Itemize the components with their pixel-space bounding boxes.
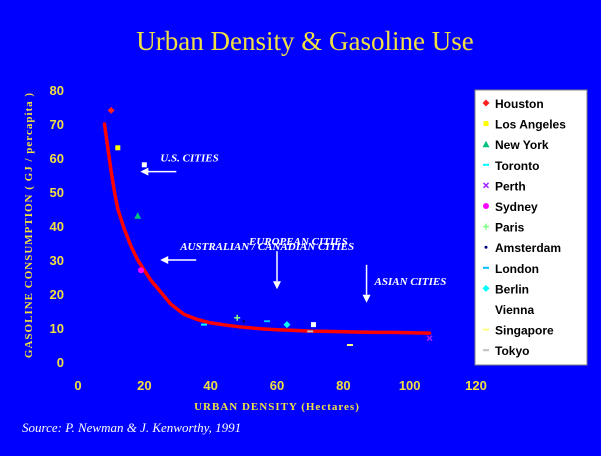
legend-marker-berlin [482,284,490,292]
data-point-los-angeles [115,145,121,151]
y-tick-label: 50 [50,185,64,200]
x-axis-label: URBAN DENSITY (Hectares) [194,401,360,413]
annotation-arrowhead [362,294,371,303]
data-point-new-york [134,212,142,219]
legend-label-new-york: New York [495,138,549,152]
legend-label-perth: Perth [495,179,526,193]
annotation-arrowhead [160,256,169,264]
y-tick-label: 20 [50,287,64,302]
data-point-perth [426,335,433,342]
x-tick-label: 20 [137,378,151,393]
legend-label-amsterdam: Amsterdam [495,241,561,255]
x-tick-label: 0 [74,378,81,393]
legend-label-vienna: Vienna [495,303,534,317]
annotation-label: EUROPEAN CITIES [248,236,348,248]
legend-label-paris: Paris [495,221,525,235]
plot-area: 0 10 20 30 40 50 60 70 80 0 20 40 60 80 100 120 U.S. CIT… [50,83,487,393]
y-tick-label: 30 [50,253,64,268]
legend-marker-singapore [483,328,489,331]
y-tick-label: 70 [50,117,64,132]
annotation-label: AUSTRALIAN / CANADIAN CITIES [179,241,354,253]
legend-marker-new-york [482,140,490,148]
y-tick-label: 0 [57,355,64,370]
data-point-houston [107,106,115,114]
legend-marker-vienna [483,306,489,312]
legend-marker-toronto [483,163,489,166]
data-point-sydney [138,267,145,274]
data-point-paris [234,314,241,321]
x-tick-label: 80 [336,378,350,393]
annotation-label: ASIAN CITIES [374,276,447,288]
x-tick-label: 120 [465,378,487,393]
legend-marker-los-angeles [483,121,489,127]
legend-label-tokyo: Tokyo [495,344,529,358]
annotation-label: U.S. CITIES [160,153,218,165]
data-point-tokyo [307,330,314,333]
legend-marker-tokyo [483,349,489,352]
y-tick-label: 40 [50,219,64,234]
x-tick-label: 100 [399,378,421,393]
legend: Houston Los Angeles New York Toronto Perth Sy… [474,89,588,366]
annotation-arrowhead [273,281,281,290]
legend-label-london: London [495,262,539,276]
data-point-toronto [201,323,208,326]
legend-marker-london [483,266,489,269]
marker-stroke [426,335,433,342]
legend-label-sydney: Sydney [495,200,538,214]
legend-label-singapore: Singapore [495,324,554,338]
data-point-london [264,320,271,323]
legend-marker-amsterdam [484,245,488,249]
x-tick-label: 40 [203,378,217,393]
y-tick-label: 60 [50,151,64,166]
legend-label-berlin: Berlin [495,282,529,296]
legend-marker-perth [482,182,490,189]
data-point-singapore [346,344,353,346]
legend-label-houston: Houston [495,97,544,111]
legend-marker-paris [483,223,489,230]
x-tick-label: 60 [270,378,284,393]
legend-box [474,89,588,366]
source-note: Source: P. Newman & J. Kenworthy, 1991 [22,420,241,435]
y-axis-label: GASOLINE CONSUMPTION ( GJ / percapita ) [23,92,35,358]
data-point-vienna [310,322,316,328]
legend-marker-sydney [483,203,489,209]
chart-title: Urban Density & Gasoline Use [136,26,473,56]
annotation-arrowhead [140,167,149,176]
legend-marker-houston [482,99,490,107]
data-point-us-cities [141,162,147,168]
legend-label-toronto: Toronto [495,159,539,173]
y-tick-label: 80 [50,83,64,98]
marker-stroke [482,182,490,189]
legend-label-los-angeles: Los Angeles [495,118,566,132]
y-tick-label: 10 [50,321,64,336]
data-point-berlin [283,321,291,329]
data-point-amsterdam [242,319,246,323]
trend-curve [102,122,432,335]
